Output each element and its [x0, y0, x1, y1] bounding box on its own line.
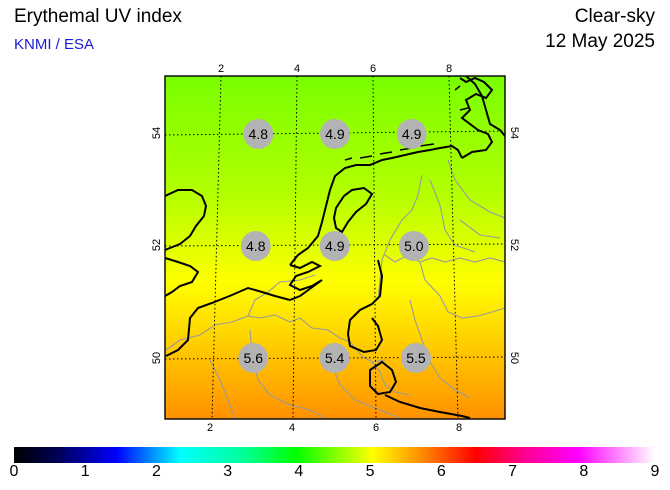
coastline-ijsselmeer — [332, 186, 374, 234]
lat-tick-right-label: 52 — [508, 239, 520, 251]
colorbar-tick-label: 2 — [151, 463, 161, 480]
uv-index-map: 2 4 6 8 2 4 6 8 54 52 50 54 52 50 4.8 4.9 4.9 4.8 4.9 5… — [151, 63, 520, 434]
coastline-england — [165, 189, 208, 297]
map-title: Erythemal UV index — [14, 6, 182, 27]
coastline-denmark — [465, 76, 505, 137]
coastline-inner — [346, 259, 384, 354]
uv-marker-circle — [243, 119, 274, 149]
colorbar-tick-label: 4 — [294, 463, 304, 480]
lon-tick-top-label: 2 — [218, 63, 224, 75]
coastline-belgium — [165, 286, 291, 357]
map-frame — [164, 75, 506, 420]
lon-tick-bottom-label: 4 — [289, 422, 295, 434]
lon-tick-top-label: 4 — [294, 63, 300, 75]
colorbar-tick-label: 6 — [436, 463, 446, 480]
lat-tick-right-label: 54 — [508, 127, 520, 139]
uv-marker-circle — [396, 119, 427, 149]
source-label: KNMI / ESA — [14, 36, 95, 53]
uv-marker-circle — [319, 119, 350, 149]
coastline-netherlands — [289, 144, 463, 266]
nl-de-border — [377, 174, 423, 301]
uv-value-label: 5.6 — [244, 350, 264, 366]
uv-value-label: 4.9 — [325, 238, 345, 254]
uv-value-label: 5.0 — [404, 238, 424, 254]
uv-value-label: 5.4 — [325, 350, 345, 366]
colorbar-tick-label: 1 — [80, 463, 90, 480]
map-date: 12 May 2025 — [545, 31, 655, 52]
lat-tick-right-label: 50 — [508, 352, 520, 364]
coastline-delta — [288, 260, 323, 301]
lon-tick-top-label: 6 — [370, 63, 376, 75]
lat-tick-left-label: 50 — [151, 352, 163, 364]
colorbar-tick-label: 3 — [223, 463, 233, 480]
colorbar-tick-label: 8 — [579, 463, 589, 480]
uv-value-label: 4.9 — [325, 126, 345, 142]
uv-marker-circle — [240, 231, 271, 261]
colorbar-tick-label: 0 — [9, 463, 19, 480]
uv-marker-circle — [319, 343, 350, 373]
uv-marker-circle — [400, 343, 431, 373]
sky-condition: Clear-sky — [574, 6, 655, 27]
uv-marker-circle — [238, 343, 269, 373]
uv-marker-circle — [319, 231, 350, 261]
uv-value-label: 4.8 — [249, 126, 269, 142]
colorbar-tick-label: 9 — [650, 463, 660, 480]
lat-tick-left-label: 54 — [151, 127, 163, 139]
lon-tick-top-label: 8 — [446, 63, 452, 75]
coastline-germany — [459, 76, 494, 159]
uv-value-label: 4.8 — [246, 238, 266, 254]
uv-colorbar — [14, 447, 655, 463]
uv-marker-circle — [398, 231, 429, 261]
uv-value-label: 5.5 — [406, 350, 426, 366]
colorbar-tick-label: 5 — [365, 463, 375, 480]
lat-tick-left-label: 52 — [151, 239, 163, 251]
lon-tick-bottom-label: 6 — [373, 422, 379, 434]
wadden-islands — [344, 85, 469, 161]
lon-tick-bottom-label: 8 — [456, 422, 462, 434]
graticule — [164, 75, 506, 420]
luxembourg-outline — [369, 360, 398, 396]
uv-value-label: 4.9 — [402, 126, 422, 142]
lon-tick-bottom-label: 2 — [207, 422, 213, 434]
colorbar-tick-label: 7 — [508, 463, 517, 480]
coastline-south — [384, 394, 471, 419]
